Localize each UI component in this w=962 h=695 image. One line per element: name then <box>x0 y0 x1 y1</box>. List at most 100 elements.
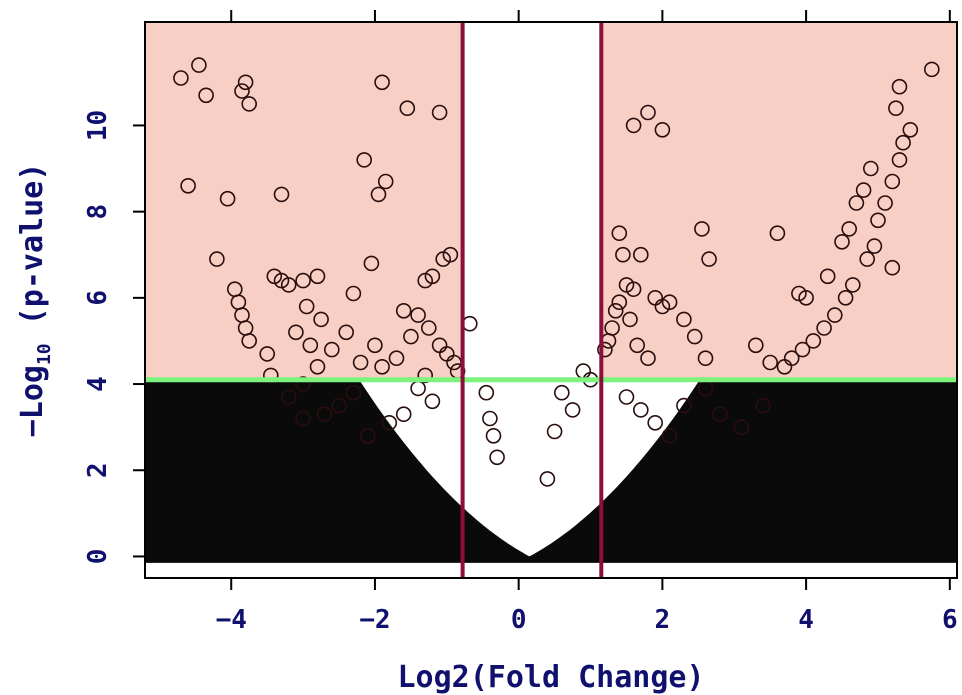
y-tick-label: 0 <box>83 549 113 565</box>
data-point <box>280 389 297 405</box>
data-point <box>359 427 376 444</box>
data-point <box>661 294 678 311</box>
data-point <box>647 414 664 431</box>
x-tick-label: −2 <box>359 605 390 635</box>
y-axis-title-subscript: 10 <box>34 343 55 365</box>
data-point <box>356 152 373 168</box>
data-point <box>877 195 893 211</box>
data-point <box>855 182 872 198</box>
dense-point-cloud <box>145 379 957 563</box>
data-point <box>755 397 771 414</box>
data-point <box>381 414 398 431</box>
y-tick-label: 4 <box>83 376 113 392</box>
data-point <box>747 337 764 354</box>
data-point <box>632 402 649 418</box>
data-point <box>816 320 832 336</box>
data-point <box>697 350 714 367</box>
data-point <box>331 397 347 414</box>
axes: −4 −2 0 2 4 6 0 2 4 6 8 10 <box>83 10 958 635</box>
data-point <box>923 61 940 78</box>
data-point <box>295 272 311 289</box>
data-point <box>622 311 638 328</box>
data-point <box>712 406 728 423</box>
data-point <box>399 100 416 116</box>
data-points <box>173 57 940 487</box>
data-point <box>420 320 437 336</box>
data-point <box>891 152 908 168</box>
data-point <box>564 402 581 418</box>
data-point <box>629 337 646 354</box>
data-point <box>884 173 901 190</box>
data-point <box>891 78 908 95</box>
data-point <box>798 289 814 306</box>
data-point <box>338 324 355 341</box>
y-axis-title: −Log10 (p-value) <box>15 163 55 438</box>
data-point <box>417 272 434 289</box>
data-point <box>461 315 478 332</box>
plot-area <box>145 22 957 578</box>
data-point <box>884 259 901 276</box>
data-point <box>316 406 333 423</box>
significance-region-left <box>145 22 463 380</box>
data-point <box>363 255 380 272</box>
y-tick-label: 8 <box>83 204 113 220</box>
data-point <box>597 341 613 358</box>
data-point <box>848 195 865 211</box>
data-point <box>370 186 387 203</box>
plot-frame <box>144 21 958 579</box>
data-point <box>180 178 196 194</box>
data-point <box>776 358 793 375</box>
data-point <box>539 471 556 487</box>
data-point <box>241 96 257 112</box>
data-point <box>870 212 886 229</box>
data-point <box>701 251 717 267</box>
data-point <box>686 328 703 345</box>
data-point <box>388 350 405 367</box>
data-point <box>241 333 257 349</box>
data-point <box>895 134 911 151</box>
data-point <box>395 302 412 319</box>
data-point <box>302 337 319 354</box>
data-point <box>611 225 628 241</box>
data-point <box>313 311 329 328</box>
x-tick-label: 2 <box>655 605 671 635</box>
plot-inner <box>145 22 957 578</box>
data-point <box>424 393 441 410</box>
data-point <box>837 289 854 306</box>
data-point <box>769 225 786 241</box>
x-tick-label: 6 <box>942 605 958 635</box>
data-point <box>640 350 656 367</box>
data-point <box>295 376 311 392</box>
data-point <box>862 160 879 177</box>
y-axis-title-prefix: −Log <box>15 365 50 437</box>
x-tick-label: −4 <box>216 605 247 635</box>
data-point <box>431 104 448 121</box>
data-point <box>888 100 904 116</box>
data-point <box>834 234 850 250</box>
data-point <box>435 251 452 267</box>
data-point <box>607 302 624 319</box>
data-point <box>485 427 502 444</box>
data-point <box>632 246 649 263</box>
data-point <box>859 251 876 267</box>
data-point <box>553 384 570 401</box>
data-point <box>273 186 290 203</box>
data-point <box>489 449 505 466</box>
data-point <box>374 74 390 91</box>
data-point <box>618 389 635 405</box>
data-point <box>417 367 434 384</box>
data-point <box>367 337 383 354</box>
y-tick-label: 2 <box>83 462 113 478</box>
data-point <box>625 117 642 134</box>
data-point <box>805 333 822 349</box>
data-point <box>259 346 276 362</box>
data-point <box>841 221 858 237</box>
data-point <box>377 173 394 190</box>
data-point <box>345 285 362 302</box>
data-point <box>209 251 225 267</box>
data-point <box>345 384 362 401</box>
data-point <box>309 268 326 285</box>
y-tick-label: 10 <box>83 110 113 141</box>
x-tick-label: 0 <box>511 605 527 635</box>
data-point <box>191 57 207 73</box>
